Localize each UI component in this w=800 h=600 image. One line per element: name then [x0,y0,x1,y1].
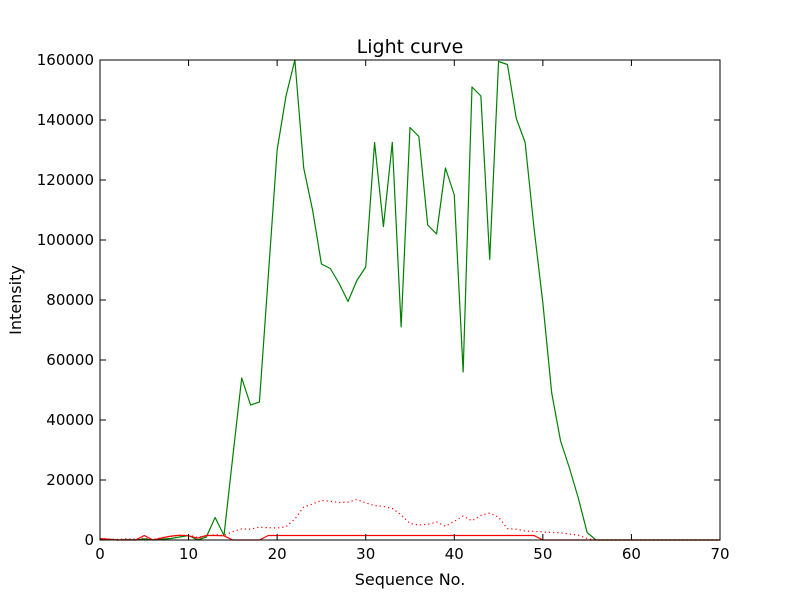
y-tick-label: 100000 [37,231,94,249]
ticks-layer: 0 10 20 30 40 50 60 70 0 20000 40000 60000 80000 1000… [37,51,730,563]
x-tick-label: 70 [710,545,729,563]
y-tick-label: 140000 [37,111,94,129]
x-tick-label: 30 [356,545,375,563]
x-tick-label: 50 [533,545,552,563]
y-tick-label: 0 [84,531,94,549]
x-tick-label: 20 [268,545,287,563]
x-tick-label: 0 [95,545,105,563]
x-axis-label: Sequence No. [355,570,466,589]
x-tick-label: 40 [445,545,464,563]
y-tick-label: 60000 [46,351,94,369]
y-tick-label: 20000 [46,471,94,489]
chart-title: Light curve [357,36,464,58]
y-tick-label: 80000 [46,291,94,309]
x-tick-label: 10 [179,545,198,563]
y-tick-label: 120000 [37,171,94,189]
y-tick-label: 160000 [37,51,94,69]
y-axis-label: Intensity [6,265,25,335]
x-tick-label: 60 [622,545,641,563]
plot-area-frame [99,59,721,541]
y-tick-label: 40000 [46,411,94,429]
